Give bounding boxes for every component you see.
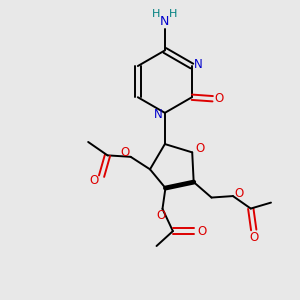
- Text: N: N: [154, 108, 162, 121]
- Text: O: O: [156, 209, 166, 222]
- Text: H: H: [169, 9, 177, 19]
- Text: N: N: [160, 14, 170, 28]
- Text: O: O: [249, 231, 258, 244]
- Text: O: O: [89, 174, 99, 187]
- Text: O: O: [120, 146, 129, 159]
- Text: H: H: [152, 9, 161, 19]
- Text: O: O: [197, 225, 206, 238]
- Text: N: N: [194, 58, 203, 71]
- Text: O: O: [195, 142, 204, 155]
- Text: O: O: [235, 187, 244, 200]
- Text: O: O: [214, 92, 224, 105]
